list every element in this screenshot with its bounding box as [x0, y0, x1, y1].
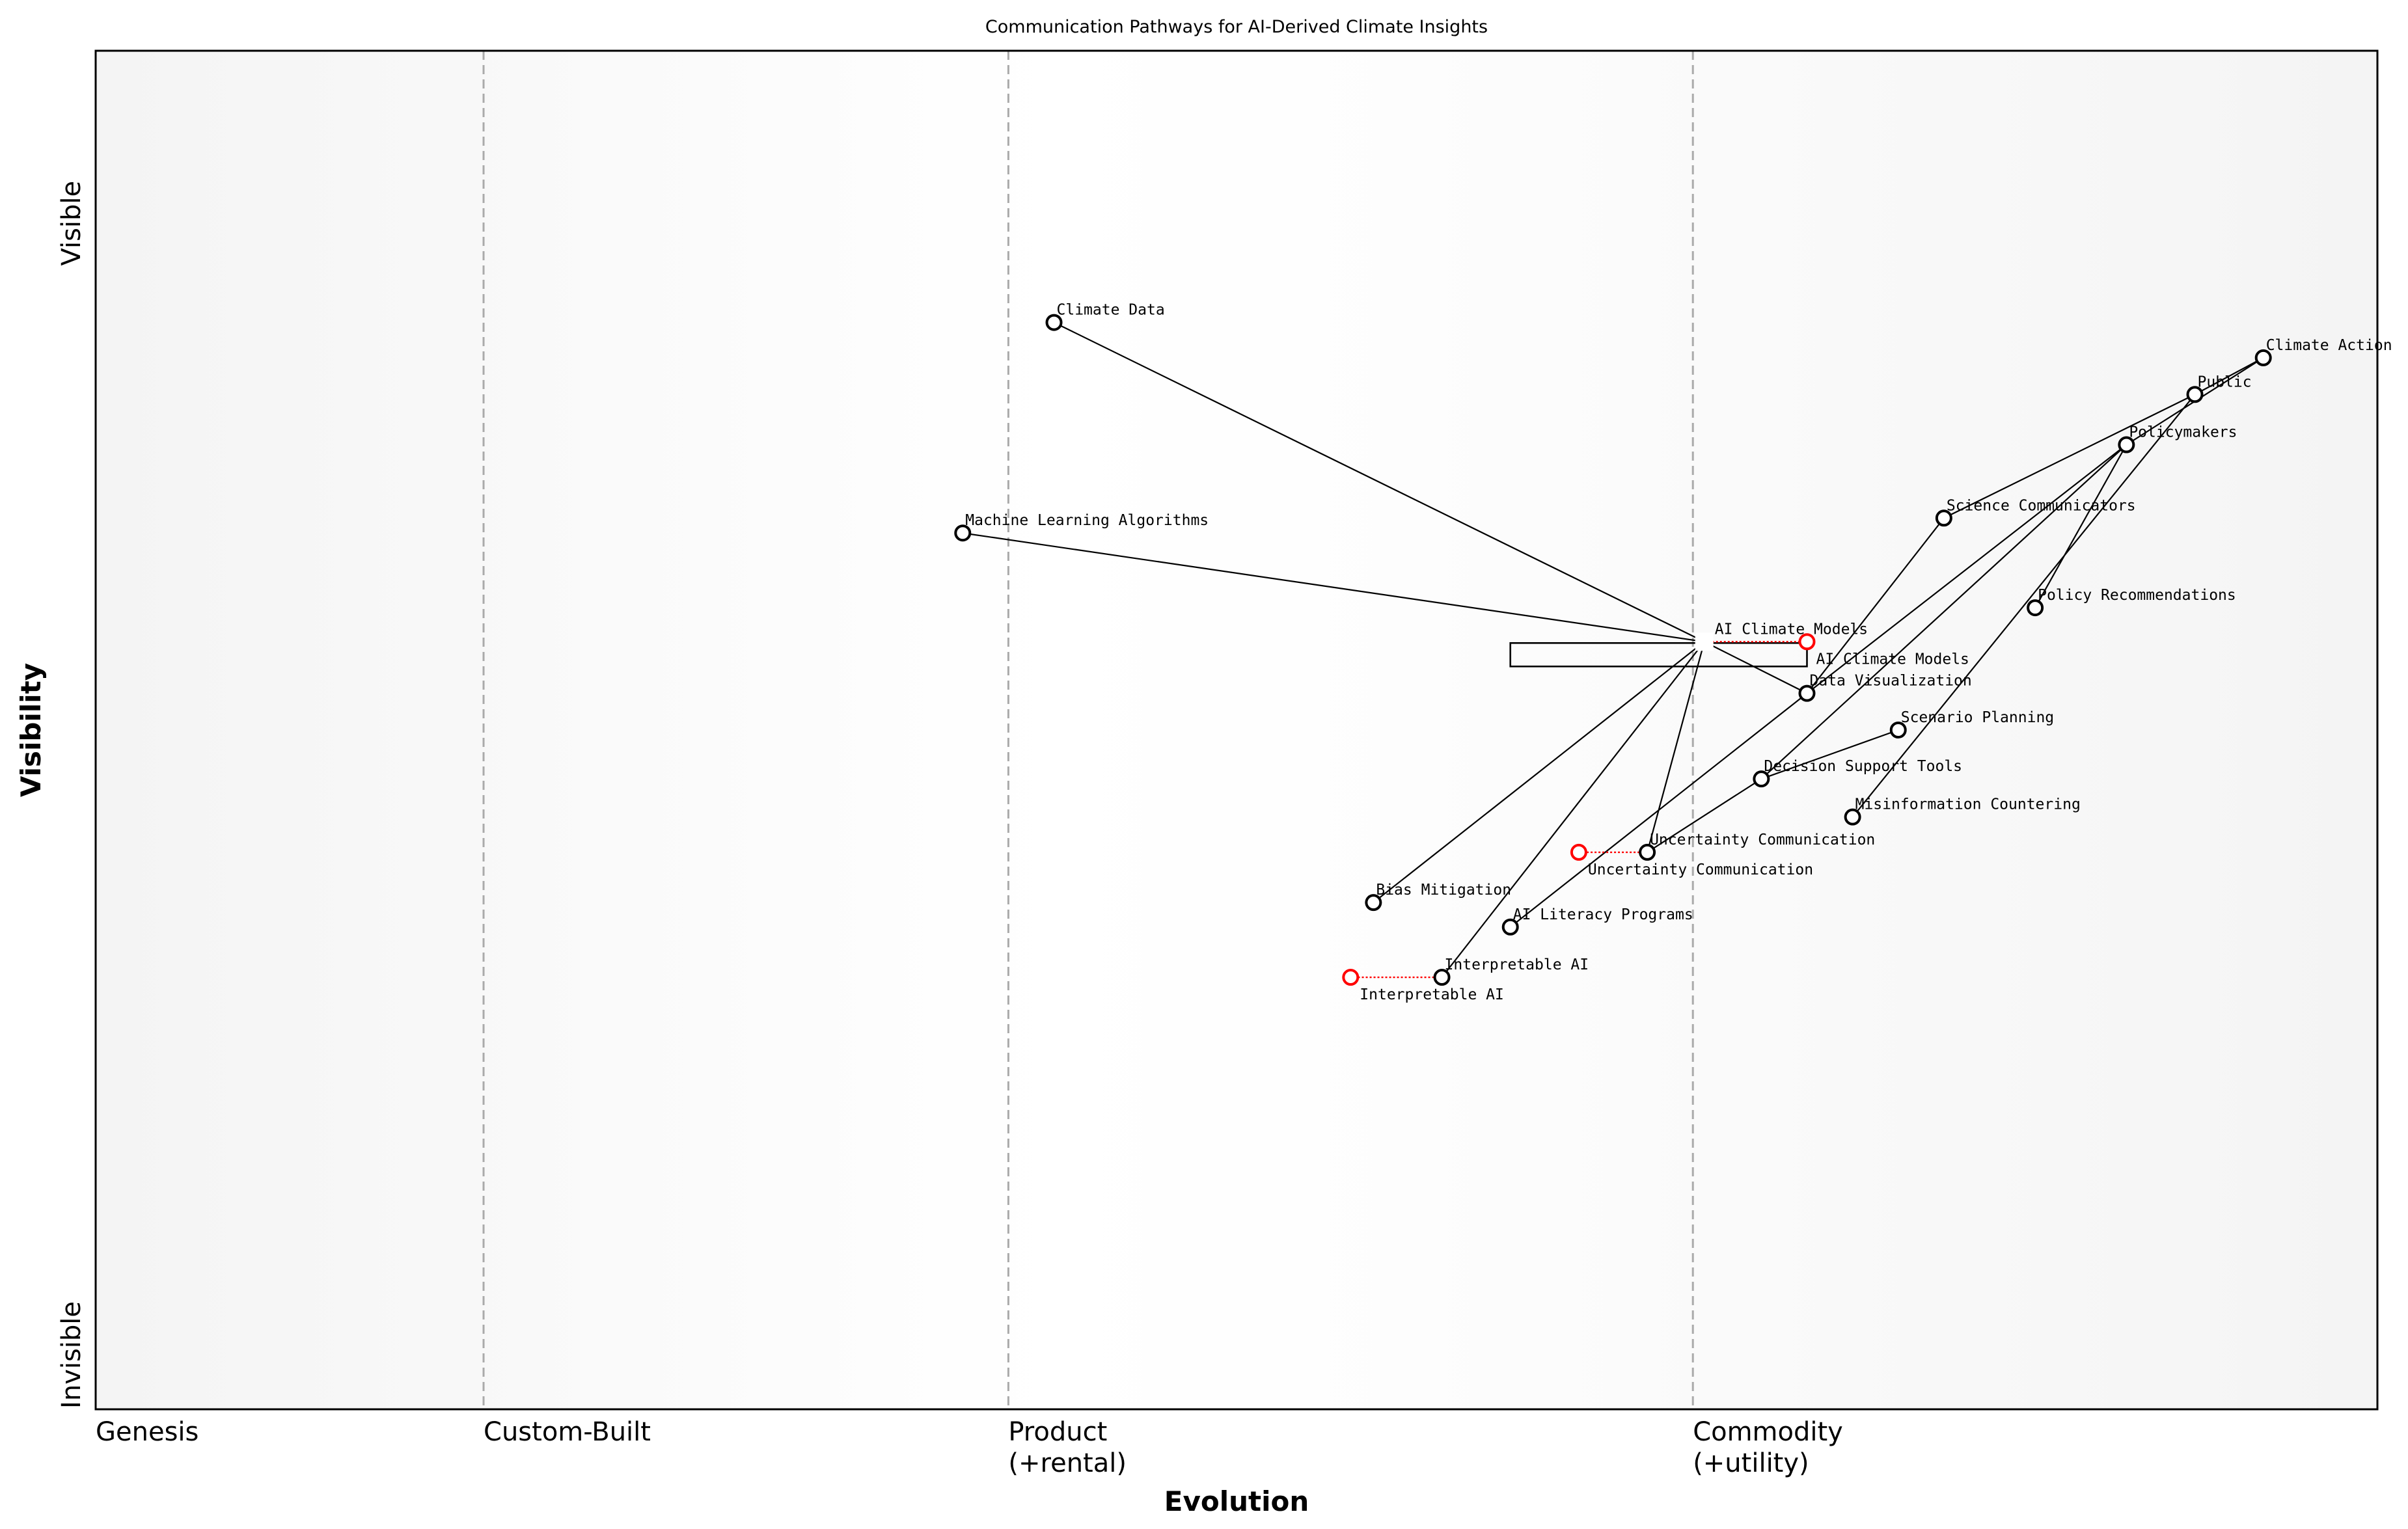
x-tick-genesis: Genesis — [96, 1417, 198, 1447]
component-label-misinformation-countering: Misinformation Countering — [1855, 796, 2081, 813]
x-tick-line: Commodity — [1693, 1417, 1843, 1447]
component-label-machine-learning-algorithms: Machine Learning Algorithms — [965, 512, 1209, 529]
component-label-bias-mitigation: Bias Mitigation — [1376, 882, 1511, 899]
evolve-target-marker-ai-climate-models — [1798, 633, 1816, 651]
component-labels: AI Climate Models Uncertainty Communicati… — [965, 302, 2392, 1003]
evolve-target-marker-interpretable-ai — [1342, 969, 1360, 986]
component-label-decision-support-tools: Decision Support Tools — [1764, 758, 1962, 775]
x-tick-product: Product (+rental) — [1008, 1417, 1127, 1478]
component-marker-ai-literacy-programs — [1501, 918, 1519, 936]
component-label-ai-climate-models: AI Climate Models — [1715, 621, 1868, 638]
y-axis-label: Visibility — [15, 663, 47, 797]
stage-lines — [482, 51, 1694, 1409]
link-data-visualization-to-science-communicators — [1806, 517, 1945, 694]
link-data-visualization-to-policymakers — [1806, 444, 2128, 694]
component-marker-data-visualization — [1798, 684, 1816, 702]
component-label-interpretable-ai: Interpretable AI — [1445, 956, 1589, 973]
plot-frame — [94, 49, 2379, 1411]
component-marker-policymakers — [2118, 436, 2135, 453]
component-marker-scenario-planning — [1889, 722, 1907, 738]
x-tick-line: Product — [1008, 1417, 1107, 1447]
evolutions — [1342, 633, 1816, 986]
chart-title: Communication Pathways for AI-Derived Cl… — [985, 17, 1488, 37]
component-marker-misinformation-countering — [1844, 808, 1861, 826]
link-decision-support-tools-to-policymakers — [1760, 444, 2128, 779]
evolve-target-label-interpretable-ai: Interpretable AI — [1360, 986, 1504, 1003]
component-marker-public — [2186, 386, 2204, 403]
component-label-ai-literacy-programs: AI Literacy Programs — [1513, 906, 1693, 923]
x-tick-line: Genesis — [96, 1417, 198, 1447]
link-uncertainty-communication-to-decision-support-tools — [1647, 778, 1762, 853]
link-climate-data-to-ai-climate-models — [1054, 321, 1705, 643]
component-label-scenario-planning: Scenario Planning — [1901, 709, 2054, 726]
component-label-policymakers: Policymakers — [2129, 424, 2237, 441]
y-tick-visible: Visible — [57, 181, 87, 266]
x-tick-line: (+utility) — [1693, 1448, 1809, 1478]
y-tick-invisible: Invisible — [57, 1301, 87, 1409]
evolve-target-marker-uncertainty-communication — [1570, 843, 1587, 861]
link-decision-support-tools-to-scenario-planning — [1761, 729, 1899, 780]
component-marker-uncertainty-communication — [1639, 843, 1656, 861]
component-marker-ai-climate-models — [1695, 632, 1714, 651]
x-tick-custom-built: Custom-Built — [484, 1417, 651, 1447]
plot-background — [96, 51, 2377, 1409]
link-policy-recommendations-to-policymakers — [2034, 444, 2128, 608]
x-axis-label: Evolution — [1164, 1485, 1309, 1517]
component-label-science-communicators: Science Communicators — [1947, 497, 2136, 514]
component-marker-policy-recommendations — [2027, 599, 2044, 617]
link-machine-learning-algorithms-to-ai-climate-models — [963, 532, 1704, 643]
component-marker-machine-learning-algorithms — [954, 524, 972, 542]
link-science-communicators-to-public — [1943, 394, 2196, 519]
pipelines — [1509, 642, 1808, 668]
evolve-target-label-uncertainty-communication: Uncertainty Communication — [1588, 861, 1813, 878]
link-ai-climate-models-to-uncertainty-communication — [1647, 641, 1705, 853]
link-ai-climate-models-to-interpretable-ai — [1441, 641, 1705, 978]
link-public-to-climate-action — [2195, 357, 2264, 396]
link-ai-climate-models-to-bias-mitigation — [1373, 641, 1705, 904]
link-misinformation-countering-to-public — [1852, 394, 2196, 818]
component-marker-decision-support-tools — [1753, 770, 1770, 788]
x-tick-line: Custom-Built — [484, 1417, 651, 1447]
evolve-target-label-ai-climate-models: AI Climate Models — [1816, 651, 1969, 668]
component-label-policy-recommendations: Policy Recommendations — [2038, 587, 2236, 604]
link-ai-climate-models-to-data-visualization — [1704, 641, 1807, 694]
x-tick-line: (+rental) — [1008, 1448, 1127, 1478]
component-label-climate-data: Climate Data — [1057, 302, 1165, 319]
component-marker-interpretable-ai — [1433, 969, 1451, 986]
component-marker-science-communicators — [1935, 509, 1952, 527]
link-ai-literacy-programs-to-data-visualization — [1510, 692, 1808, 928]
component-marker-climate-action — [2254, 349, 2272, 366]
x-tick-labels: Genesis Custom-Built Product (+rental) Commo… — [96, 1417, 1843, 1478]
components — [954, 314, 2272, 986]
component-marker-climate-data — [1045, 314, 1063, 331]
component-marker-bias-mitigation — [1365, 894, 1382, 912]
y-tick-labels: Invisible Visible — [57, 181, 87, 1409]
component-label-uncertainty-communication: Uncertainty Communication — [1650, 832, 1875, 848]
component-label-data-visualization: Data Visualization — [1810, 673, 1972, 690]
pipeline-ai-climate-models — [1509, 642, 1808, 668]
x-tick-commodity: Commodity (+utility) — [1693, 1417, 1843, 1478]
component-label-public: Public — [2198, 373, 2252, 390]
component-label-climate-action: Climate Action — [2266, 337, 2392, 354]
